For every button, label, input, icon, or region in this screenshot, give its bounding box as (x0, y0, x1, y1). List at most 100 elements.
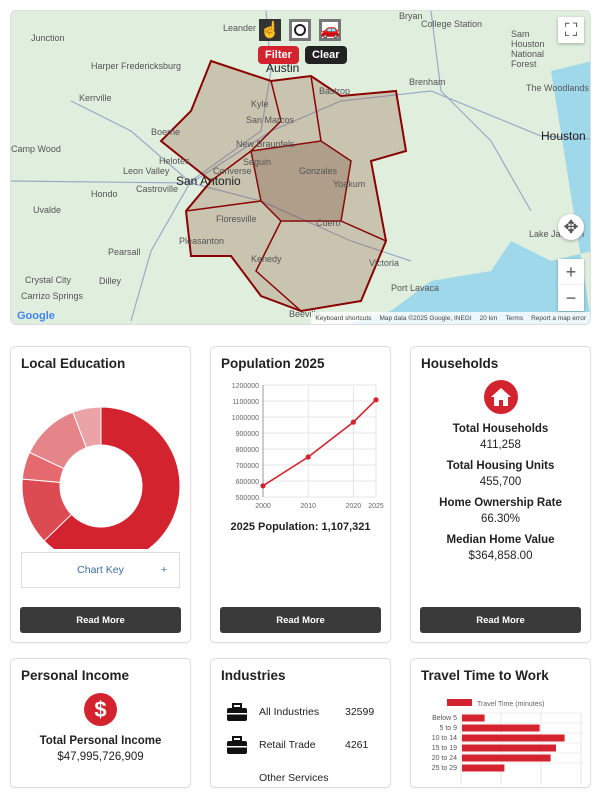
pan-control-icon[interactable]: ✥ (558, 214, 584, 240)
map-label: Cuero (316, 218, 341, 228)
y-tick-label: 600000 (236, 479, 259, 486)
map-label: Carrizo Springs (21, 291, 84, 301)
zoom-in-button[interactable]: + (558, 259, 584, 285)
map-label: Bastrop (319, 86, 351, 96)
data-point (305, 454, 311, 460)
read-more-button[interactable]: Read More (420, 607, 581, 633)
keyboard-shortcuts-link[interactable]: Keyboard shortcuts (315, 314, 372, 322)
map-label: Pearsall (108, 247, 141, 257)
card-title: Population 2025 (221, 356, 325, 371)
map-label: Kenedy (251, 254, 282, 264)
x-tick-label: 2025 (368, 503, 384, 510)
stat-value: $364,858.00 (468, 550, 533, 562)
map-label: Leander (223, 23, 257, 33)
map-label: Boerne (151, 127, 181, 137)
map-label: Floresville (216, 214, 257, 224)
map-label: Camp Wood (11, 144, 61, 154)
map-label: Sam Houston National Forest (511, 29, 545, 69)
data-point (260, 483, 266, 489)
population-line-chart: 500000 600000 700000 800000 900000 1000000 110… (232, 383, 384, 510)
legend-swatch (447, 699, 472, 706)
legend-label: Travel Time (minutes) (477, 701, 544, 708)
industry-value: 32599 (345, 705, 375, 718)
map-label: Gonzales (299, 166, 338, 176)
stat-label: Total Housing Units (446, 460, 555, 472)
briefcase-icon (227, 735, 247, 754)
y-tick-label: 1100000 (232, 399, 259, 406)
income-label: Total Personal Income (39, 735, 162, 747)
y-tick-label: 700000 (236, 463, 259, 470)
map[interactable]: Austin San Antonio Houston Bryan College… (10, 10, 591, 325)
bar (462, 754, 551, 762)
donut-slice (43, 406, 181, 549)
education-donut-chart (21, 406, 181, 549)
category-label: 10 to 14 (432, 735, 457, 742)
map-label: Victoria (369, 258, 399, 268)
map-label: Pleasanton (179, 236, 225, 246)
bar (462, 744, 556, 752)
hand-pointer-icon[interactable]: ☝ (259, 19, 281, 41)
bar (462, 714, 485, 722)
series-line (262, 399, 377, 487)
map-label: Kerrville (79, 93, 112, 103)
map-label: San Marcos (246, 115, 295, 125)
map-label: Crystal City (25, 275, 72, 285)
map-label: Port Lavaca (391, 283, 440, 293)
circle-icon[interactable] (289, 19, 311, 41)
map-label: New Braunfels (236, 139, 295, 149)
clear-button[interactable]: Clear (305, 46, 347, 64)
read-more-button[interactable]: Read More (220, 607, 381, 633)
dollar-icon: $ (84, 693, 117, 726)
map-label: Harper (91, 61, 119, 71)
car-icon[interactable]: 🚗 (319, 19, 341, 41)
terms-link[interactable]: Terms (505, 314, 524, 322)
map-label: Kyle (251, 99, 269, 109)
bar (462, 734, 565, 742)
population-card: Population 2025 500000 600000 700000 800000… (210, 346, 391, 643)
industry-name: All Industries (259, 705, 320, 718)
plus-icon: + (160, 564, 167, 576)
map-label: Austin (266, 61, 300, 75)
category-label: 25 to 29 (432, 765, 457, 772)
industry-row: Other Services (211, 761, 390, 794)
data-point (350, 419, 356, 425)
report-error-link[interactable]: Report a map error (531, 314, 586, 322)
zoom-out-button[interactable]: − (558, 285, 584, 311)
travel-bar-chart: Travel Time (minutes) Below 5 5 to 9 10 to … (432, 699, 582, 785)
chart-key-toggle[interactable]: Chart Key + (21, 552, 180, 588)
bar (462, 724, 540, 732)
stat-value: 66.30% (480, 513, 520, 525)
map-background (11, 11, 590, 324)
education-card: Local Education Chart Key + Read More (10, 346, 191, 643)
region-boundary (159, 59, 408, 313)
industry-value: 4261 (345, 738, 369, 751)
card-title: Personal Income (21, 668, 130, 683)
card-title: Travel Time to Work (421, 668, 549, 683)
read-more-button[interactable]: Read More (20, 607, 181, 633)
map-label: Brenham (409, 77, 446, 87)
income-value: $47,995,726,909 (57, 751, 144, 763)
house-icon (483, 380, 518, 414)
bar (462, 764, 505, 772)
category-label: 20 to 24 (432, 755, 457, 762)
income-card: Personal Income $ Total Personal Income $… (10, 658, 191, 788)
map-label: Seguin (243, 157, 272, 167)
x-tick-label: 2010 (300, 503, 316, 510)
donut-slice (72, 406, 102, 449)
card-title: Industries (221, 668, 286, 683)
y-tick-label: 1200000 (232, 383, 259, 390)
industry-name: Other Services (259, 771, 329, 784)
map-data-text: Map data ©2025 Google, INEGI (379, 314, 472, 322)
category-label: 15 to 19 (432, 745, 457, 752)
map-label: Bryan (399, 11, 423, 21)
map-label: Helotes (159, 156, 190, 166)
filter-button[interactable]: Filter (258, 46, 299, 64)
map-label: Uvalde (33, 205, 62, 215)
card-title: Households (421, 356, 499, 371)
fullscreen-icon[interactable]: ⛶ (558, 17, 584, 43)
map-attribution: Keyboard shortcuts Map data ©2025 Google… (311, 312, 590, 324)
map-label: Castroville (136, 184, 179, 194)
households-card: Households Total Households 411,258 Total… (410, 346, 591, 643)
map-label: Lake Jackson (529, 229, 585, 239)
map-label: The Woodlands (526, 83, 589, 93)
